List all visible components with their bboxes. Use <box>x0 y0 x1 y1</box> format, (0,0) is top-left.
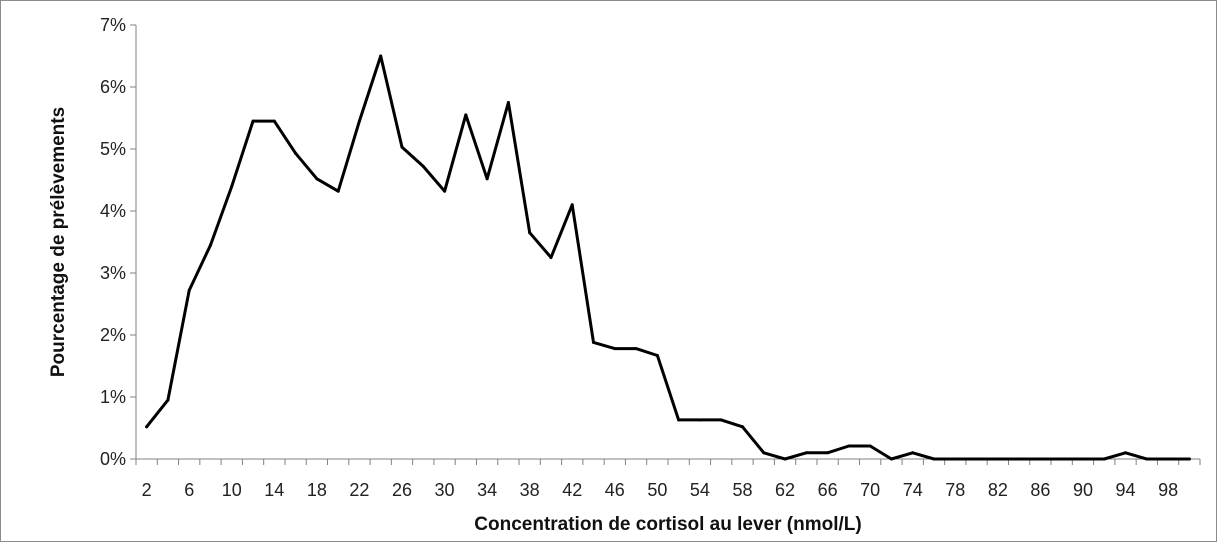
x-tick-label: 98 <box>1158 480 1178 500</box>
x-tick-label: 2 <box>142 480 152 500</box>
x-tick-label: 14 <box>264 480 284 500</box>
data-point <box>230 184 234 188</box>
data-point <box>528 231 532 235</box>
data-point <box>889 457 893 461</box>
x-tick-label: 74 <box>903 480 923 500</box>
x-tick-label: 18 <box>307 480 327 500</box>
data-point <box>655 353 659 357</box>
x-tick-label: 86 <box>1030 480 1050 500</box>
data-point <box>208 243 212 247</box>
y-tick-label: 6% <box>100 77 126 97</box>
data-point <box>740 425 744 429</box>
x-tick-label: 30 <box>435 480 455 500</box>
data-point <box>953 457 957 461</box>
data-point <box>911 451 915 455</box>
data-point <box>549 256 553 259</box>
x-tick-label: 82 <box>988 480 1008 500</box>
data-point <box>975 457 979 461</box>
data-point <box>1102 457 1106 461</box>
data-point <box>166 398 170 402</box>
data-point <box>698 418 702 422</box>
data-point <box>677 418 681 422</box>
data-point <box>804 451 808 455</box>
data-point <box>719 418 723 422</box>
data-point <box>145 425 149 429</box>
x-tick-label: 26 <box>392 480 412 500</box>
y-tick-label: 7% <box>100 15 126 35</box>
x-tick-label: 70 <box>860 480 880 500</box>
y-tick-label: 2% <box>100 325 126 345</box>
data-point <box>1017 457 1021 461</box>
x-tick-label: 42 <box>562 480 582 500</box>
data-point <box>1124 451 1128 455</box>
data-point <box>506 101 510 104</box>
data-point <box>443 189 447 193</box>
x-tick-label: 46 <box>605 480 625 500</box>
y-tick-label: 5% <box>100 139 126 159</box>
y-tick-label: 3% <box>100 263 126 283</box>
x-tick-label: 90 <box>1073 480 1093 500</box>
data-point <box>1166 457 1170 461</box>
data-point <box>357 119 361 123</box>
data-point <box>762 451 766 455</box>
x-tick-label: 54 <box>690 480 710 500</box>
data-point <box>379 54 383 58</box>
y-tick-label: 0% <box>100 449 126 469</box>
data-point <box>847 444 851 448</box>
data-point <box>1060 457 1064 461</box>
data-point <box>1145 457 1149 461</box>
x-tick-label: 22 <box>349 480 369 500</box>
x-tick-label: 58 <box>732 480 752 500</box>
data-point <box>294 151 298 155</box>
data-point <box>464 113 468 117</box>
y-tick-label: 4% <box>100 201 126 221</box>
data-point <box>932 457 936 461</box>
data-point <box>421 164 425 168</box>
y-tick-label: 1% <box>100 387 126 407</box>
data-point <box>868 444 872 448</box>
x-tick-label: 38 <box>520 480 540 500</box>
x-tick-label: 66 <box>818 480 838 500</box>
plot-area: 0%1%2%3%4%5%6%7%2 6 10 14 18 22 26 30 34 38 42 46 50… <box>100 15 1201 500</box>
data-point <box>315 177 319 181</box>
data-point <box>1187 457 1191 461</box>
data-point <box>1081 457 1085 461</box>
data-point <box>634 347 638 351</box>
data-point <box>996 457 1000 461</box>
x-tick-label: 10 <box>222 480 242 500</box>
x-tick-label: 50 <box>647 480 667 500</box>
x-tick-label: 6 <box>184 480 194 500</box>
data-point <box>592 340 596 344</box>
x-tick-label: 78 <box>945 480 965 500</box>
data-point <box>187 288 191 292</box>
data-point <box>613 347 617 351</box>
data-point <box>1038 457 1042 461</box>
data-point <box>336 189 340 193</box>
data-point <box>272 119 276 123</box>
data-point <box>570 203 574 207</box>
data-point <box>783 457 787 461</box>
x-tick-label: 34 <box>477 480 497 500</box>
data-point <box>485 177 489 181</box>
series-line <box>145 54 1191 461</box>
x-tick-label: 62 <box>775 480 795 500</box>
x-tick-label: 94 <box>1116 480 1136 500</box>
y-axis-title: Pourcentage de prélèvements <box>48 107 69 377</box>
data-point <box>400 145 404 149</box>
data-point <box>251 119 255 123</box>
data-point <box>826 451 830 455</box>
x-axis-title: Concentration de cortisol au lever (nmol… <box>474 514 861 535</box>
